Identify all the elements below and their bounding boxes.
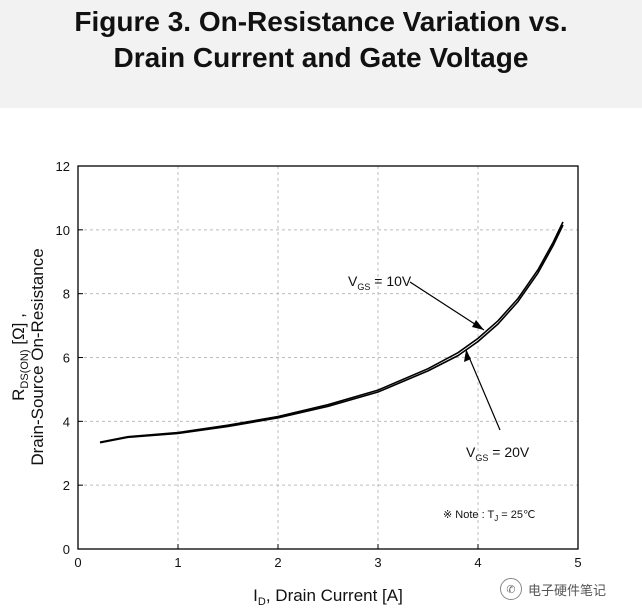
y-tick-label: 0: [63, 542, 70, 557]
title-line-1: Figure 3. On-Resistance Variation vs.: [74, 6, 568, 37]
note-text: ※ Note : TJ = 25℃: [443, 509, 535, 523]
x-axis-label: ID, Drain Current [A]: [253, 586, 403, 608]
vgs20-arrow: [465, 349, 501, 431]
vgs10-label: VGS = 10V: [348, 273, 412, 292]
x-tick-label: 5: [574, 555, 581, 570]
x-tick-label: 3: [374, 555, 381, 570]
vgs10-arrowhead: [472, 320, 484, 330]
grid: [78, 166, 578, 549]
watermark: ✆ 电子硬件笔记: [500, 574, 640, 604]
y-tick-label: 12: [56, 159, 70, 174]
y-tick-label: 10: [56, 223, 70, 238]
curves: [99, 221, 564, 444]
x-tick-label: 2: [274, 555, 281, 570]
vgs20-arrowhead: [464, 350, 471, 362]
x-tick-label: 0: [74, 555, 81, 570]
annotations: VGS = 10V VGS = 20V ※ Note : TJ = 25℃: [348, 273, 535, 523]
series-line-vgs-20v: [99, 224, 564, 444]
vgs10-arrow: [409, 281, 485, 331]
series-line-vgs-10v: [99, 221, 564, 443]
vgs20-label: VGS = 20V: [466, 444, 530, 463]
figure-title: Figure 3. On-Resistance Variation vs. Dr…: [0, 4, 642, 76]
y-tick-label: 8: [63, 287, 70, 302]
y-axis-label-line-2: Drain-Source On-Resistance: [28, 248, 47, 465]
y-axis-label-line-1: RDS(ON) [Ω] ,: [9, 313, 31, 401]
title-line-2: Drain Current and Gate Voltage: [113, 42, 529, 73]
wechat-icon: ✆: [500, 578, 522, 600]
y-tick-label: 4: [63, 414, 70, 429]
y-tick-label: 6: [63, 351, 70, 366]
y-axis-label: RDS(ON) [Ω] , Drain-Source On-Resistance: [9, 248, 47, 465]
y-tick-label: 2: [63, 478, 70, 493]
watermark-text: 电子硬件笔记: [528, 583, 607, 599]
x-tick-label: 1: [174, 555, 181, 570]
title-band: [0, 0, 642, 108]
x-tick-label: 4: [474, 555, 481, 570]
